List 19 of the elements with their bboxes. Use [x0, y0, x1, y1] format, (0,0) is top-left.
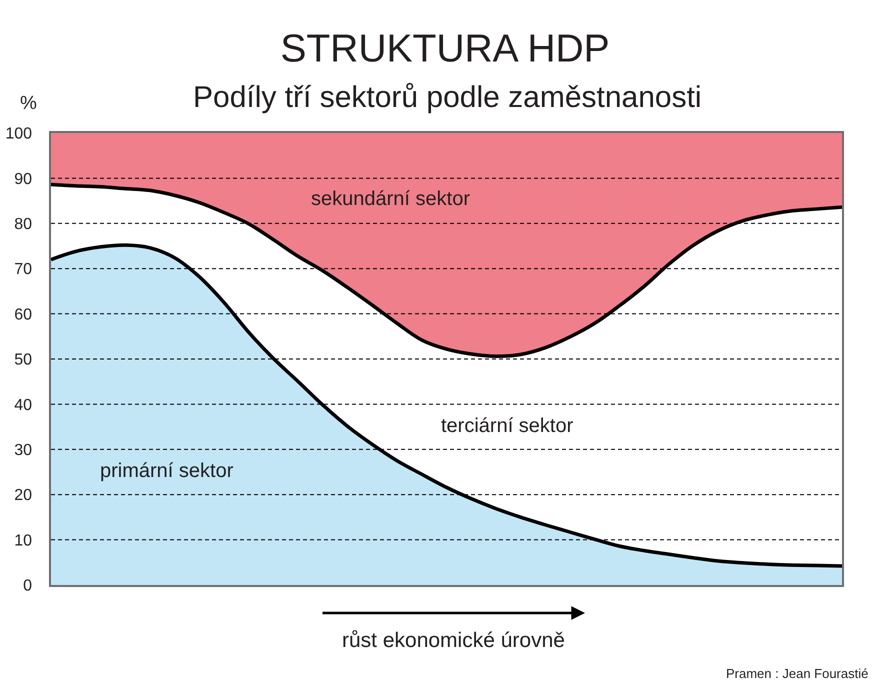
- y-tick-label: 70: [14, 261, 32, 278]
- y-tick-label: 90: [14, 170, 32, 188]
- x-axis-title: růst ekonomické úrovně: [342, 629, 565, 652]
- y-tick-label: 100: [5, 126, 32, 143]
- y-tick-label: 50: [14, 352, 32, 369]
- chart-title: STRUKTURA HDP: [280, 28, 610, 71]
- y-tick-label: 30: [14, 442, 32, 459]
- series-label: primární sektor: [100, 460, 234, 482]
- y-tick-label: 60: [14, 306, 32, 324]
- y-tick-label: 20: [14, 487, 32, 504]
- y-tick-label: 40: [14, 396, 32, 414]
- y-tick-label: 10: [14, 532, 32, 550]
- y-tick-label: 80: [14, 216, 32, 233]
- y-axis-title: %: [20, 93, 37, 114]
- series-label: terciární sektor: [441, 415, 574, 437]
- text: Pramen : Jean Fourastié: [726, 666, 868, 681]
- chart-subtitle: Podíly tří sektorů podle zaměstnanosti: [193, 81, 702, 114]
- series-label: sekundární sektor: [311, 188, 470, 210]
- y-tick-label: 0: [23, 578, 32, 595]
